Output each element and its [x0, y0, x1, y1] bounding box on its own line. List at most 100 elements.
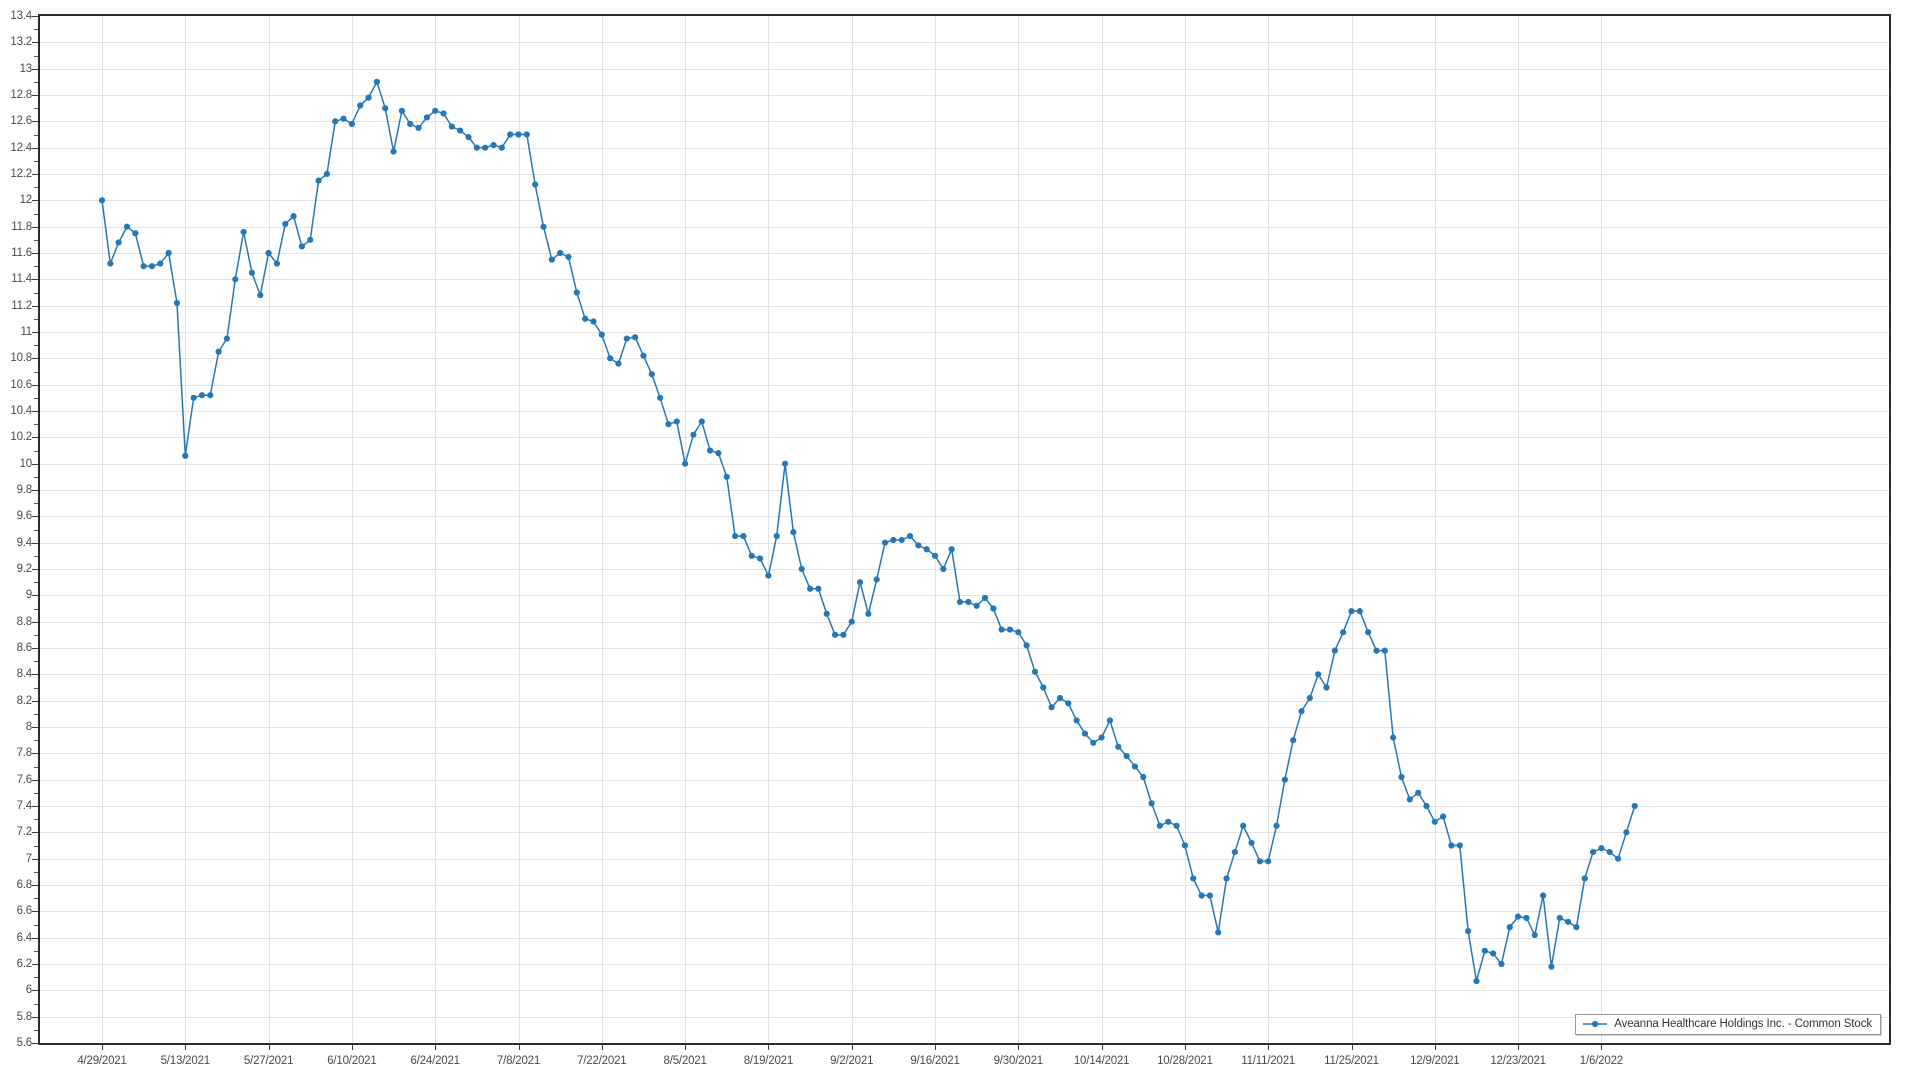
gridline-horizontal: [40, 990, 1889, 992]
data-point-marker: [1490, 950, 1497, 957]
y-minor-tick-mark: [34, 582, 38, 584]
gridline-horizontal: [40, 911, 1889, 913]
y-tick-mark: [32, 332, 38, 333]
gridline-horizontal: [40, 516, 1889, 518]
y-minor-tick-mark: [34, 397, 38, 399]
y-tick-label: 11.4: [11, 273, 32, 286]
data-point-marker: [840, 631, 847, 638]
y-minor-tick-mark: [34, 371, 38, 373]
y-tick-mark: [32, 595, 38, 597]
gridline-horizontal: [40, 806, 1889, 807]
gridline-horizontal: [40, 226, 1889, 228]
y-minor-tick-mark: [34, 950, 38, 952]
y-minor-tick-mark: [34, 634, 38, 636]
y-tick-label: 12.2: [10, 168, 32, 180]
y-tick-label: 5.6: [16, 1037, 33, 1049]
data-point-marker: [290, 213, 297, 220]
y-minor-tick-mark: [34, 266, 38, 268]
data-point-marker: [673, 418, 680, 425]
y-tick-mark: [32, 674, 38, 676]
data-point-marker: [1323, 684, 1330, 691]
gridline-horizontal: [40, 279, 1889, 281]
plot-area[interactable]: Aveanna Healthcare Holdings Inc. - Commo…: [38, 14, 1891, 1045]
data-point-marker: [1406, 796, 1413, 803]
y-tick-mark: [32, 253, 38, 254]
x-tick-mark: [1518, 1045, 1520, 1050]
data-point-marker: [1198, 892, 1205, 899]
data-point-marker: [1356, 608, 1363, 615]
data-point-marker: [1073, 717, 1080, 724]
data-point-marker: [1006, 626, 1014, 633]
gridline-horizontal: [40, 542, 1889, 544]
y-tick-label: 11.8: [11, 220, 32, 233]
data-point-marker: [223, 335, 231, 342]
gridline-vertical: [435, 16, 437, 1043]
y-tick-label: 13: [19, 62, 33, 75]
data-point-marker: [248, 269, 256, 276]
data-point-marker: [523, 131, 530, 138]
data-point-marker: [1573, 924, 1580, 931]
data-point-marker: [215, 348, 222, 355]
data-point-marker: [1365, 629, 1372, 636]
y-tick-label: 6: [25, 984, 32, 997]
data-point-marker: [590, 318, 597, 325]
y-tick-label: 8: [25, 721, 32, 733]
data-point-marker: [1106, 717, 1114, 724]
data-point-marker: [532, 181, 539, 188]
legend[interactable]: Aveanna Healthcare Holdings Inc. - Commo…: [1575, 1014, 1881, 1035]
gridline-horizontal: [40, 727, 1889, 728]
gridline-horizontal: [40, 779, 1889, 781]
y-tick-label: 13.4: [10, 10, 32, 22]
y-tick-label: 9.6: [16, 510, 33, 523]
y-minor-tick-mark: [34, 555, 38, 557]
x-tick-label: 9/30/2021: [993, 1055, 1044, 1067]
data-point-marker: [198, 392, 206, 399]
y-tick-mark: [32, 648, 38, 649]
y-tick-label: 7.8: [16, 747, 33, 760]
y-tick-mark: [32, 463, 38, 465]
x-tick-mark: [185, 1045, 187, 1050]
data-point-marker: [373, 78, 380, 85]
y-minor-tick-mark: [34, 134, 38, 136]
data-point-marker: [998, 626, 1005, 633]
y-tick-mark: [32, 200, 38, 202]
data-point-marker: [1481, 947, 1488, 954]
data-point-marker: [1465, 927, 1472, 935]
data-point-marker: [115, 239, 122, 246]
data-point-marker: [923, 546, 930, 553]
data-point-marker: [648, 371, 655, 378]
gridline-horizontal: [40, 885, 1889, 886]
x-tick-mark: [1018, 1045, 1020, 1050]
data-point-marker: [715, 450, 722, 457]
y-tick-label: 7.6: [16, 773, 33, 786]
data-point-marker: [1340, 629, 1347, 636]
y-minor-tick-mark: [34, 1029, 38, 1031]
data-point-marker: [1240, 822, 1247, 829]
x-tick-mark: [1434, 1045, 1436, 1050]
y-minor-tick-mark: [34, 345, 38, 347]
x-tick-mark: [935, 1045, 936, 1050]
data-point-marker: [190, 394, 197, 401]
data-point-marker: [1589, 848, 1597, 856]
x-tick-mark: [268, 1045, 270, 1050]
y-tick-label: 7.4: [16, 800, 33, 812]
data-point-marker: [1231, 848, 1238, 856]
data-point-marker: [756, 555, 764, 562]
gridline-horizontal: [40, 305, 1889, 307]
data-point-marker: [657, 394, 664, 401]
y-tick-mark: [32, 885, 38, 886]
x-tick-mark: [351, 1045, 353, 1050]
x-axis: 4/29/2021 5/13/2021 5/27/2021 6/10/2021 6/24…: [0, 1045, 1920, 1080]
data-point-marker: [1290, 737, 1297, 744]
gridline-vertical: [1184, 16, 1186, 1043]
gridline-vertical: [1101, 16, 1103, 1043]
y-minor-tick-mark: [34, 29, 38, 31]
gridline-horizontal: [40, 121, 1889, 123]
x-tick-label: 9/2/2021: [830, 1055, 874, 1067]
y-axis: 13.4 13.2 13 12.8 12.6 12.4 12.2 12 11.8 11.6 11.4…: [0, 0, 38, 1080]
gridline-horizontal: [40, 648, 1889, 649]
data-point-marker: [1156, 822, 1164, 829]
y-tick-label: 10: [19, 457, 33, 470]
gridline-horizontal: [40, 674, 1889, 676]
y-tick-label: 9: [25, 589, 32, 602]
